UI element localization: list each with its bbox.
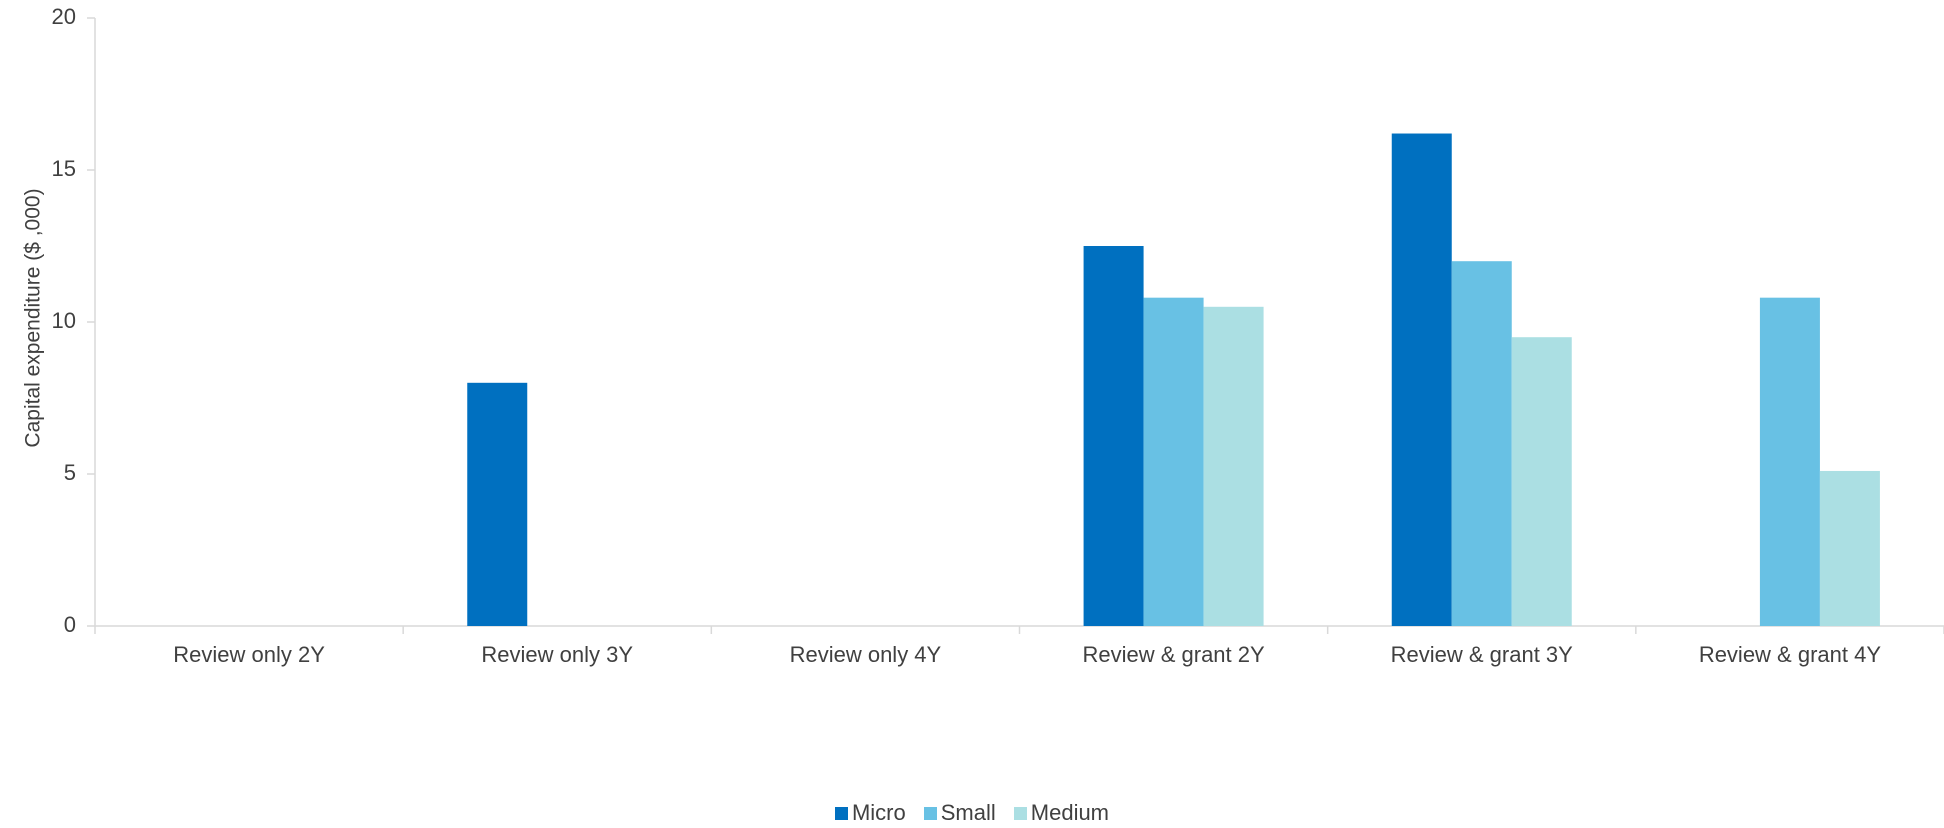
bar-chart: 0 5 10 15 20 Review only 2Y Review only 3Y Revi…: [22, 4, 1944, 667]
legend-item-small: Small: [923, 800, 996, 826]
bar-micro: [1083, 246, 1144, 626]
x-category-label: Review only 4Y: [790, 642, 942, 667]
bar-micro: [1391, 133, 1452, 626]
bar-medium: [1203, 306, 1264, 626]
y-tick-label: 15: [52, 156, 76, 181]
legend-swatch: [923, 806, 937, 820]
x-category-label: Review only 2Y: [173, 642, 325, 667]
chart-labels: 0 5 10 15 20 Review only 2Y Review only 3Y Revi…: [52, 4, 1882, 667]
bar-medium: [1819, 470, 1880, 626]
legend-item-micro: Micro: [834, 800, 906, 826]
x-category-label: Review & grant 3Y: [1391, 642, 1574, 667]
legend-swatch: [1013, 806, 1027, 820]
y-tick-label: 20: [52, 4, 76, 29]
chart-bars: [467, 133, 1880, 626]
legend-label: Small: [940, 800, 996, 825]
chart-axes: [87, 17, 1944, 634]
bar-small: [1143, 297, 1204, 626]
y-tick-label: 0: [64, 612, 76, 637]
bar-small: [1759, 297, 1820, 626]
x-category-label: Review only 3Y: [481, 642, 633, 667]
chart-legend: Micro Small Medium: [0, 800, 1944, 826]
legend-item-medium: Medium: [1013, 800, 1110, 826]
bar-small: [1451, 261, 1512, 626]
bar-medium: [1511, 337, 1572, 626]
legend-swatch: [834, 806, 848, 820]
bar-micro: [467, 382, 528, 626]
y-tick-label: 5: [64, 460, 76, 485]
x-category-label: Review & grant 4Y: [1699, 642, 1882, 667]
y-tick-label: 10: [52, 308, 76, 333]
legend-label: Micro: [851, 800, 906, 825]
y-axis-title: Capital expenditure ($ ,000): [22, 188, 45, 447]
x-category-label: Review & grant 2Y: [1082, 642, 1265, 667]
legend-label: Medium: [1030, 800, 1110, 825]
